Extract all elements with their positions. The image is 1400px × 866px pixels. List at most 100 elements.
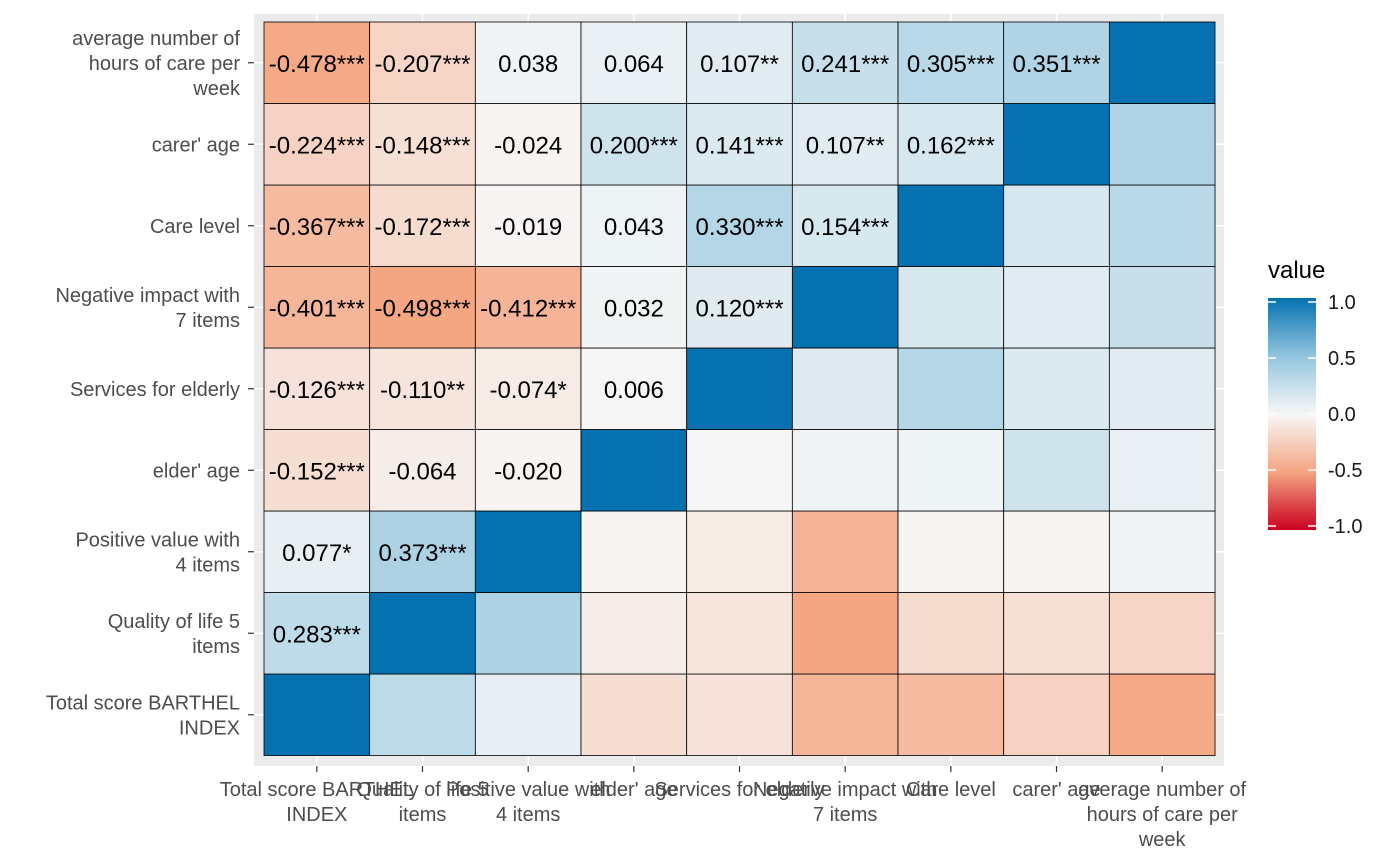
heatmap-cell bbox=[1108, 347, 1216, 430]
heatmap-cell bbox=[791, 103, 899, 186]
y-tick-label: elder' age bbox=[153, 460, 240, 482]
heatmap-cell bbox=[1108, 510, 1216, 593]
heatmap-cell bbox=[580, 184, 688, 267]
heatmap-cell bbox=[369, 103, 476, 186]
cell-value-label: 0.107** bbox=[700, 51, 779, 78]
legend-tick-label: 1.0 bbox=[1328, 292, 1356, 314]
heatmap-cell bbox=[1108, 429, 1216, 512]
cell-value-label: 0.241*** bbox=[801, 51, 889, 78]
heatmap-cell bbox=[1003, 510, 1110, 593]
y-tick-label: Care level bbox=[150, 216, 240, 238]
heatmap-cell bbox=[580, 21, 688, 104]
legend-tick-label: -1.0 bbox=[1328, 516, 1362, 538]
cell-value-label: 0.373*** bbox=[378, 540, 466, 567]
heatmap-cell bbox=[791, 510, 899, 593]
heatmap-cell bbox=[1108, 673, 1216, 756]
y-tick-label: Services for elderly bbox=[70, 379, 240, 401]
cell-value-label: 0.154*** bbox=[801, 214, 889, 241]
heatmap-cell bbox=[474, 429, 582, 512]
heatmap-cell bbox=[791, 266, 899, 349]
x-tick-label: average number of hours of care per week bbox=[1078, 779, 1246, 851]
heatmap-cell bbox=[580, 347, 688, 430]
cell-value-label: 0.200*** bbox=[590, 132, 678, 159]
heatmap-cell bbox=[1003, 266, 1110, 349]
cell-value-label: -0.020 bbox=[494, 458, 562, 485]
heatmap-cell bbox=[897, 592, 1005, 675]
cell-value-label: -0.224*** bbox=[269, 132, 365, 159]
cell-value-label: 0.006 bbox=[604, 377, 664, 404]
x-tick-label: elder' age bbox=[590, 779, 677, 801]
heatmap-cell bbox=[1108, 184, 1216, 267]
heatmap-cell bbox=[1108, 21, 1216, 104]
cell-value-label: -0.152*** bbox=[269, 458, 365, 485]
heatmap-cell bbox=[369, 673, 476, 756]
heatmap-cell bbox=[263, 429, 371, 512]
heatmap-cell bbox=[369, 429, 476, 512]
heatmap-cell bbox=[1108, 266, 1216, 349]
cell-value-label: 0.162*** bbox=[907, 132, 995, 159]
heatmap-cell bbox=[686, 510, 793, 593]
heatmap-cell bbox=[791, 429, 899, 512]
heatmap-cell bbox=[474, 673, 582, 756]
heatmap-cell bbox=[580, 266, 688, 349]
heatmap-cell bbox=[474, 21, 582, 104]
heatmap-cell bbox=[791, 184, 899, 267]
cell-value-labels: 0.283*** 0.077* 0.373*** -0.152*** -0.064 -0.… bbox=[269, 51, 1101, 649]
heatmap-cell bbox=[686, 673, 793, 756]
heatmap-cell bbox=[1108, 103, 1216, 186]
heatmap-cell bbox=[1003, 103, 1110, 186]
cell-value-label: -0.024 bbox=[494, 132, 562, 159]
legend-tick-label: 0.5 bbox=[1328, 348, 1356, 370]
heatmap-cell bbox=[580, 429, 688, 512]
cell-value-label: -0.064 bbox=[388, 458, 456, 485]
x-tick-label: Services for elderly bbox=[654, 779, 824, 801]
heatmap-cell bbox=[580, 673, 688, 756]
heatmap-cell bbox=[474, 347, 582, 430]
y-tick-label: Negative impact with 7 items bbox=[55, 285, 240, 332]
heatmap-cell bbox=[474, 592, 582, 675]
heatmap-cell bbox=[474, 184, 582, 267]
cell-value-label: 0.077* bbox=[282, 540, 351, 567]
cell-value-label: 0.120*** bbox=[695, 295, 783, 322]
cell-value-label: 0.283*** bbox=[273, 621, 361, 648]
x-tick-label: Total score BARTHEL INDEX bbox=[220, 779, 414, 826]
cell-value-label: -0.478*** bbox=[269, 51, 365, 78]
heatmap-cell bbox=[1003, 184, 1110, 267]
heatmap-cells bbox=[263, 21, 1216, 756]
heatmap-cell bbox=[1003, 347, 1110, 430]
heatmap-cell bbox=[1003, 673, 1110, 756]
cell-value-label: 0.107** bbox=[806, 132, 885, 159]
heatmap-cell bbox=[897, 673, 1005, 756]
heatmap-cell bbox=[1003, 592, 1110, 675]
heatmap-cell bbox=[791, 21, 899, 104]
cell-value-label: -0.412*** bbox=[480, 295, 576, 322]
y-axis: Total score BARTHEL INDEX Quality of life … bbox=[46, 28, 254, 739]
cell-value-label: -0.019 bbox=[494, 214, 562, 241]
heatmap-cell bbox=[897, 266, 1005, 349]
heatmap-cell bbox=[791, 673, 899, 756]
cell-value-label: 0.043 bbox=[604, 214, 664, 241]
heatmap-cell bbox=[369, 184, 476, 267]
heatmap-cell bbox=[686, 347, 793, 430]
heatmap-cell bbox=[686, 103, 793, 186]
legend-tick-label: 0.0 bbox=[1328, 404, 1356, 426]
heatmap-cell bbox=[263, 673, 371, 756]
legend-title: value bbox=[1268, 257, 1325, 284]
heatmap-cell bbox=[686, 184, 793, 267]
cell-value-label: 0.032 bbox=[604, 295, 664, 322]
x-tick-label: Positive value with 4 items bbox=[446, 779, 611, 826]
heatmap-cell bbox=[1003, 429, 1110, 512]
heatmap-cell bbox=[263, 510, 371, 593]
x-tick-label: Negative impact with 7 items bbox=[753, 779, 938, 826]
cell-value-label: -0.207*** bbox=[374, 51, 470, 78]
heatmap-cell bbox=[263, 21, 371, 104]
heatmap-cell bbox=[263, 347, 371, 430]
y-tick-label: carer' age bbox=[152, 134, 240, 156]
heatmap-cell bbox=[897, 510, 1005, 593]
heatmap-cell bbox=[1108, 592, 1216, 675]
cell-value-label: 0.351*** bbox=[1012, 51, 1100, 78]
heatmap-cell bbox=[897, 103, 1005, 186]
heatmap-cell bbox=[369, 21, 476, 104]
